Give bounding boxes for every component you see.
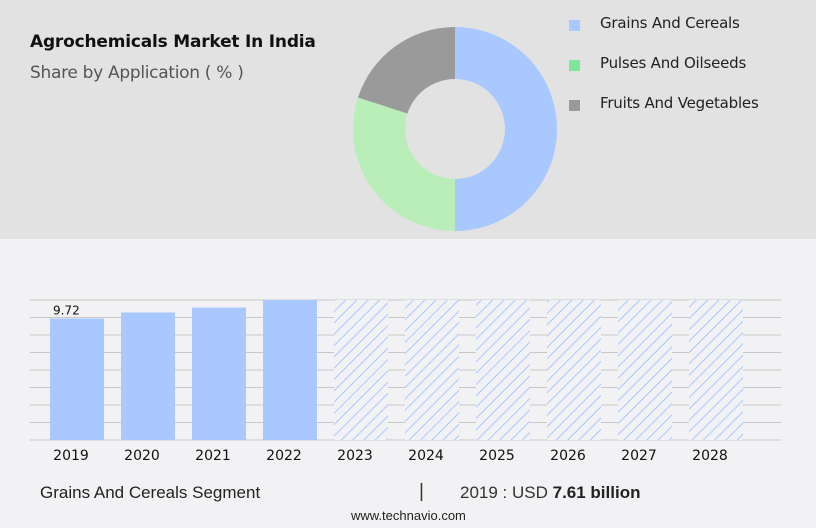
x-label-2019: 2019 <box>53 448 89 464</box>
year-prefix: 2019 : USD <box>460 483 553 502</box>
legend-label: Grains And Cereals <box>600 14 740 32</box>
footer-separator: | <box>419 481 424 502</box>
donut-slice-pulses-and-oilseeds <box>353 97 455 231</box>
legend-swatch-grains <box>569 20 580 31</box>
data-label-2019: 9.72 <box>53 304 80 318</box>
legend-swatch-pulses <box>569 60 580 71</box>
legend-label: Pulses And Oilseeds <box>600 54 747 72</box>
x-label-2026: 2026 <box>550 448 586 464</box>
x-label-2025: 2025 <box>479 448 515 464</box>
bar-2024 <box>405 300 459 440</box>
segment-label: Grains And Cereals Segment <box>40 483 261 502</box>
value-bold: 7.61 billion <box>552 483 641 502</box>
legend-swatch-fruits <box>569 100 580 111</box>
bar-chart: 2019 9.72 2020 2021 2022 2023 2024 2025 2026 2027… <box>30 299 781 465</box>
chart-subtitle: Share by Application ( % ) <box>30 63 244 83</box>
bars <box>50 300 743 440</box>
donut-chart <box>353 27 557 231</box>
donut-slice-fruits-and-vegetables <box>357 27 455 114</box>
legend-label: Fruits And Vegetables <box>600 94 759 112</box>
bar-2027 <box>618 300 672 440</box>
x-label-2028: 2028 <box>692 448 728 464</box>
donut-slice-grains-and-cereals <box>455 27 557 231</box>
bar-2023 <box>334 300 388 440</box>
x-label-2022: 2022 <box>266 448 302 464</box>
bar-2025 <box>476 300 530 440</box>
bar-2020 <box>121 312 175 440</box>
bar-2026 <box>547 300 601 440</box>
segment-value: 2019 : USD 7.61 billion <box>460 483 640 503</box>
donut-panel: Agrochemicals Market In India Share by A… <box>0 0 816 239</box>
x-label-2027: 2027 <box>621 448 657 464</box>
bar-2021 <box>192 307 246 440</box>
x-label-2023: 2023 <box>337 448 373 464</box>
bar-2028 <box>689 300 743 440</box>
bar-2019 <box>50 318 104 440</box>
source-url[interactable]: www.technavio.com <box>351 508 466 523</box>
x-label-2020: 2020 <box>124 448 160 464</box>
x-label-2024: 2024 <box>408 448 444 464</box>
x-label-2021: 2021 <box>195 448 231 464</box>
bar-2022 <box>263 300 317 440</box>
chart-title: Agrochemicals Market In India <box>30 32 316 52</box>
x-axis-labels: 2019 9.72 2020 2021 2022 2023 2024 2025 2026 2027… <box>53 304 728 465</box>
